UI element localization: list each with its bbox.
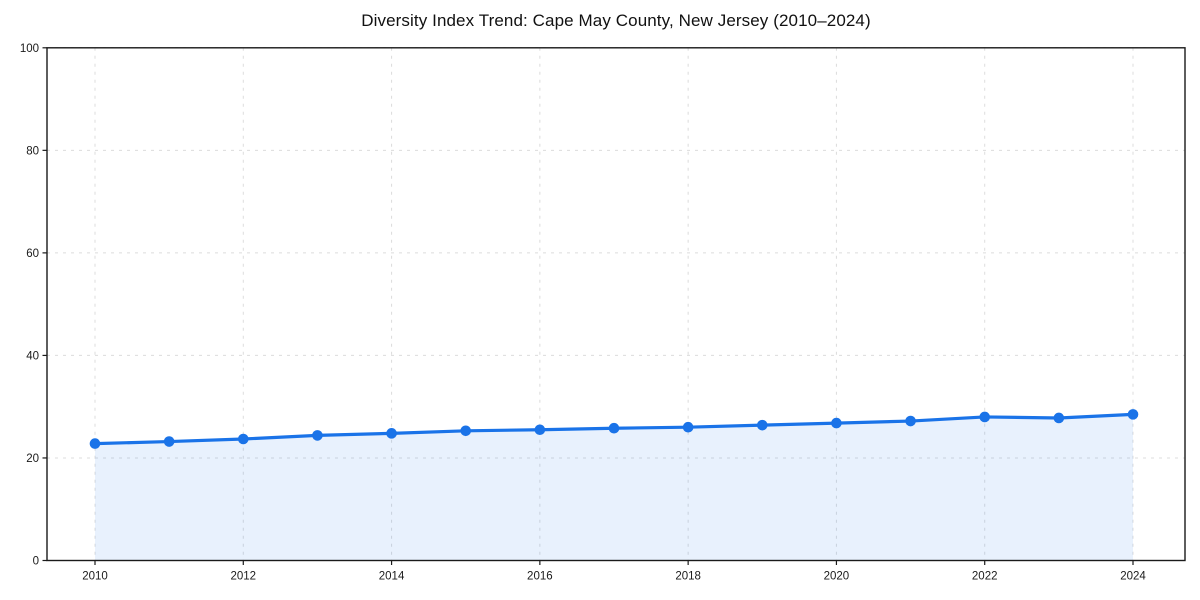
chart-title: Diversity Index Trend: Cape May County, … (361, 11, 871, 30)
y-tick-label: 40 (26, 350, 39, 362)
plot-border (46, 47, 1186, 562)
y-tick-label: 80 (26, 145, 39, 157)
data-point-marker (905, 415, 916, 427)
x-tick-label: 2018 (675, 571, 701, 583)
data-point-marker (1127, 409, 1139, 420)
data-point-marker (831, 417, 842, 429)
data-point-marker (460, 425, 472, 437)
x-tick-label: 2012 (230, 571, 256, 583)
x-tick-label: 2022 (972, 571, 998, 583)
x-tick-label: 2016 (527, 571, 553, 583)
data-point-marker (1053, 412, 1065, 424)
y-tick-label: 0 (33, 556, 39, 568)
data-point-marker (534, 424, 546, 436)
x-axis: 2010 2012 2014 2016 2018 2020 2022 2024 (82, 560, 1146, 583)
data-point-marker (979, 411, 991, 423)
y-tick-label: 60 (26, 248, 39, 260)
x-tick-label: 2014 (379, 571, 405, 583)
data-point-marker (163, 436, 175, 447)
data-point-markers (89, 409, 1139, 449)
data-point-marker (312, 430, 323, 441)
data-point-marker (682, 421, 694, 433)
y-tick-label: 20 (26, 453, 39, 465)
y-tick-label: 100 (20, 43, 39, 55)
x-tick-label: 2024 (1120, 571, 1146, 583)
data-point-marker (89, 438, 101, 449)
area-fill (95, 414, 1133, 561)
x-tick-label: 2010 (82, 571, 108, 583)
data-point-marker (608, 422, 620, 434)
data-point-marker (756, 419, 768, 431)
x-tick-label: 2020 (824, 571, 850, 583)
y-axis: 0 20 40 60 80 100 (20, 43, 47, 568)
data-point-marker (237, 433, 249, 445)
data-point-marker (386, 428, 397, 439)
